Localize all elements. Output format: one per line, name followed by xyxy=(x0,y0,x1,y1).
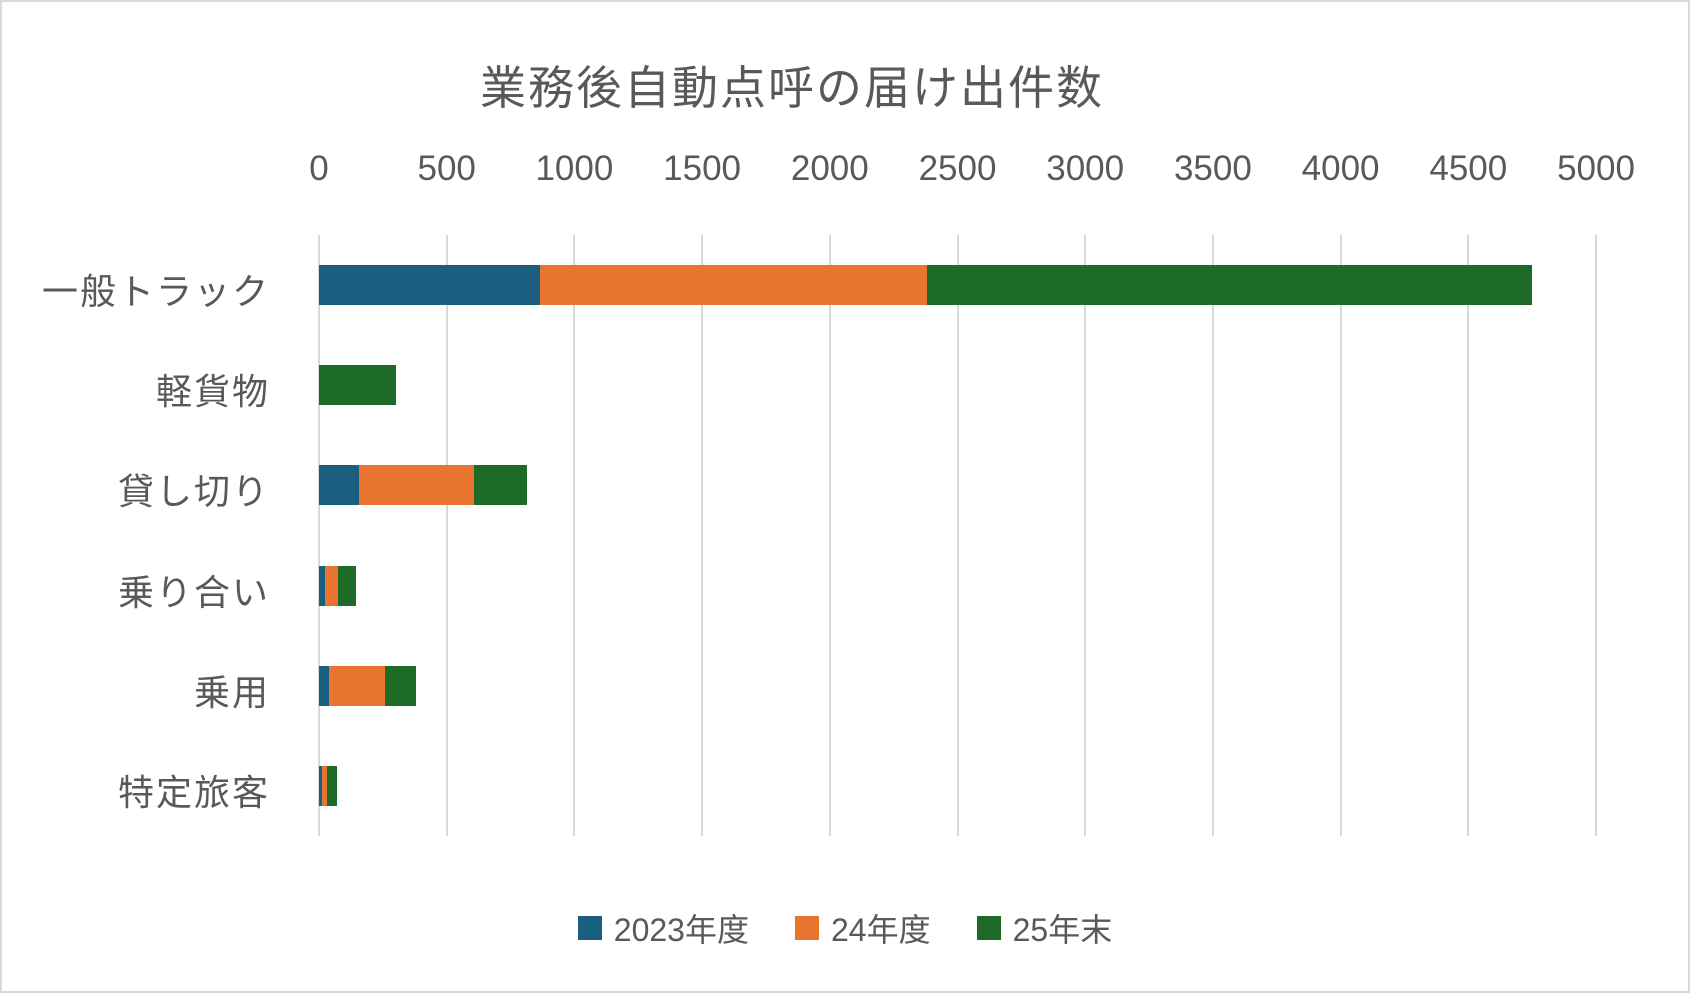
legend-marker-icon xyxy=(976,916,1001,940)
bar-segment xyxy=(319,465,359,506)
legend: 2023年度 24年度 25年末 xyxy=(2,905,1688,951)
bar-segment xyxy=(319,265,540,306)
legend-label: 24年度 xyxy=(830,912,931,948)
category-label: 特定旅客 xyxy=(117,771,270,813)
gridline xyxy=(573,235,576,836)
x-axis-tick-label: 3000 xyxy=(1046,149,1125,188)
legend-item: 25年末 xyxy=(976,905,1113,951)
legend-label: 2023年度 xyxy=(613,912,749,948)
x-axis-tick-label: 1500 xyxy=(663,149,742,188)
category-label: 軽貨物 xyxy=(155,371,270,413)
gridline xyxy=(1339,235,1342,836)
gridline xyxy=(1595,235,1597,836)
category-label: 貸し切り xyxy=(117,471,270,513)
category-label: 乗用 xyxy=(193,671,270,713)
bar-segment xyxy=(325,565,339,606)
bar-segment xyxy=(473,465,528,506)
bar-segment xyxy=(319,665,330,706)
gridline xyxy=(956,235,959,836)
bar-segment xyxy=(926,265,1533,306)
bar-segment xyxy=(321,765,327,806)
legend-label: 25年末 xyxy=(1012,912,1113,948)
x-axis-tick-label: 500 xyxy=(417,149,476,188)
x-axis-tick-label: 1000 xyxy=(535,149,614,188)
bar-segment xyxy=(338,565,357,606)
x-axis-tick-label: 4000 xyxy=(1301,149,1380,188)
legend-item: 24年度 xyxy=(794,905,931,951)
bar-segment xyxy=(385,665,417,706)
x-axis-tick-label: 2000 xyxy=(790,149,869,188)
bar-segment xyxy=(319,765,322,806)
bar-segment xyxy=(358,465,474,506)
bar-segment xyxy=(319,365,396,406)
x-axis-tick-label: 2500 xyxy=(918,149,997,188)
gridline xyxy=(318,235,320,836)
gridline xyxy=(445,235,448,836)
bar-segment xyxy=(319,565,326,606)
bar-segment xyxy=(539,265,927,306)
category-label: 乗り合い xyxy=(117,571,270,613)
gridline xyxy=(701,235,704,836)
x-axis-tick-label: 0 xyxy=(309,149,329,188)
gridline xyxy=(1211,235,1214,836)
bar-segment xyxy=(326,765,337,806)
legend-marker-icon xyxy=(794,916,819,940)
gridline xyxy=(828,235,831,836)
gridline xyxy=(1084,235,1087,836)
category-label: 一般トラック xyxy=(41,271,270,313)
legend-marker-icon xyxy=(577,916,602,940)
bar-segment xyxy=(329,665,386,706)
x-axis-tick-label: 3500 xyxy=(1173,149,1252,188)
legend-item: 2023年度 xyxy=(577,905,749,951)
x-axis-tick-label: 4500 xyxy=(1429,149,1508,188)
gridline xyxy=(1467,235,1470,836)
chart-title: 業務後自動点呼の届け出件数 xyxy=(480,62,1104,114)
x-axis-tick-label: 5000 xyxy=(1557,149,1635,188)
